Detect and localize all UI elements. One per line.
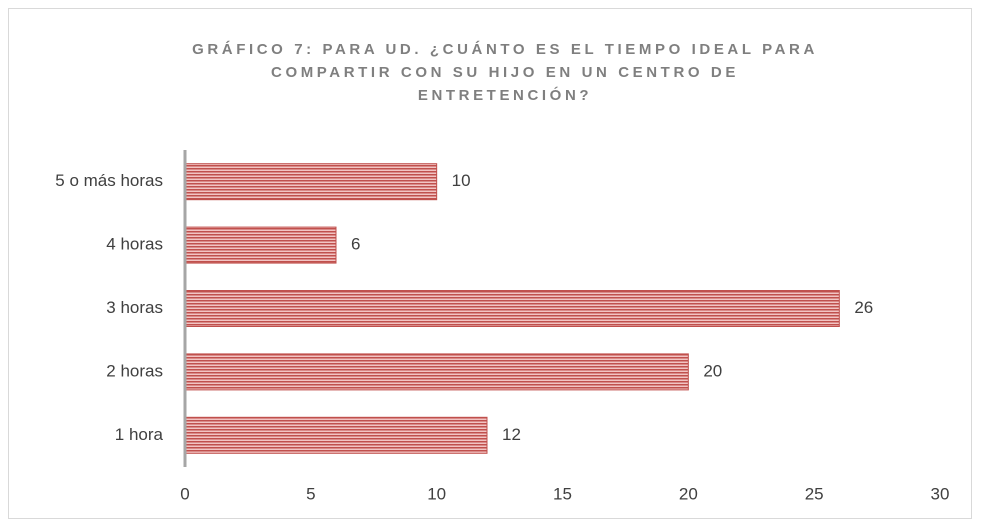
y-tick-label: 3 horas xyxy=(106,298,163,317)
bar xyxy=(184,163,438,201)
bar xyxy=(184,353,689,391)
x-tick-label: 25 xyxy=(805,484,824,503)
y-tick-label: 1 hora xyxy=(115,425,164,444)
bar xyxy=(184,416,488,454)
x-tick-label: 5 xyxy=(306,484,315,503)
data-label: 12 xyxy=(502,425,521,444)
bar xyxy=(184,226,337,264)
x-tick-label: 0 xyxy=(180,484,189,503)
y-tick-label: 5 o más horas xyxy=(55,171,163,190)
x-tick-label: 20 xyxy=(679,484,698,503)
x-tick-label: 10 xyxy=(427,484,446,503)
chart-title: GRÁFICO 7: PARA UD. ¿CUÁNTO ES EL TIEMPO… xyxy=(192,41,818,104)
x-tick-label: 15 xyxy=(553,484,572,503)
data-label: 20 xyxy=(703,361,722,380)
data-label: 26 xyxy=(854,298,873,317)
y-tick-label: 4 horas xyxy=(106,235,163,254)
x-tick-label: 30 xyxy=(931,484,950,503)
data-label: 10 xyxy=(452,171,471,190)
y-tick-label: 2 horas xyxy=(106,361,163,380)
bar xyxy=(184,290,840,327)
data-label: 6 xyxy=(351,235,360,254)
chart-frame xyxy=(8,8,972,519)
